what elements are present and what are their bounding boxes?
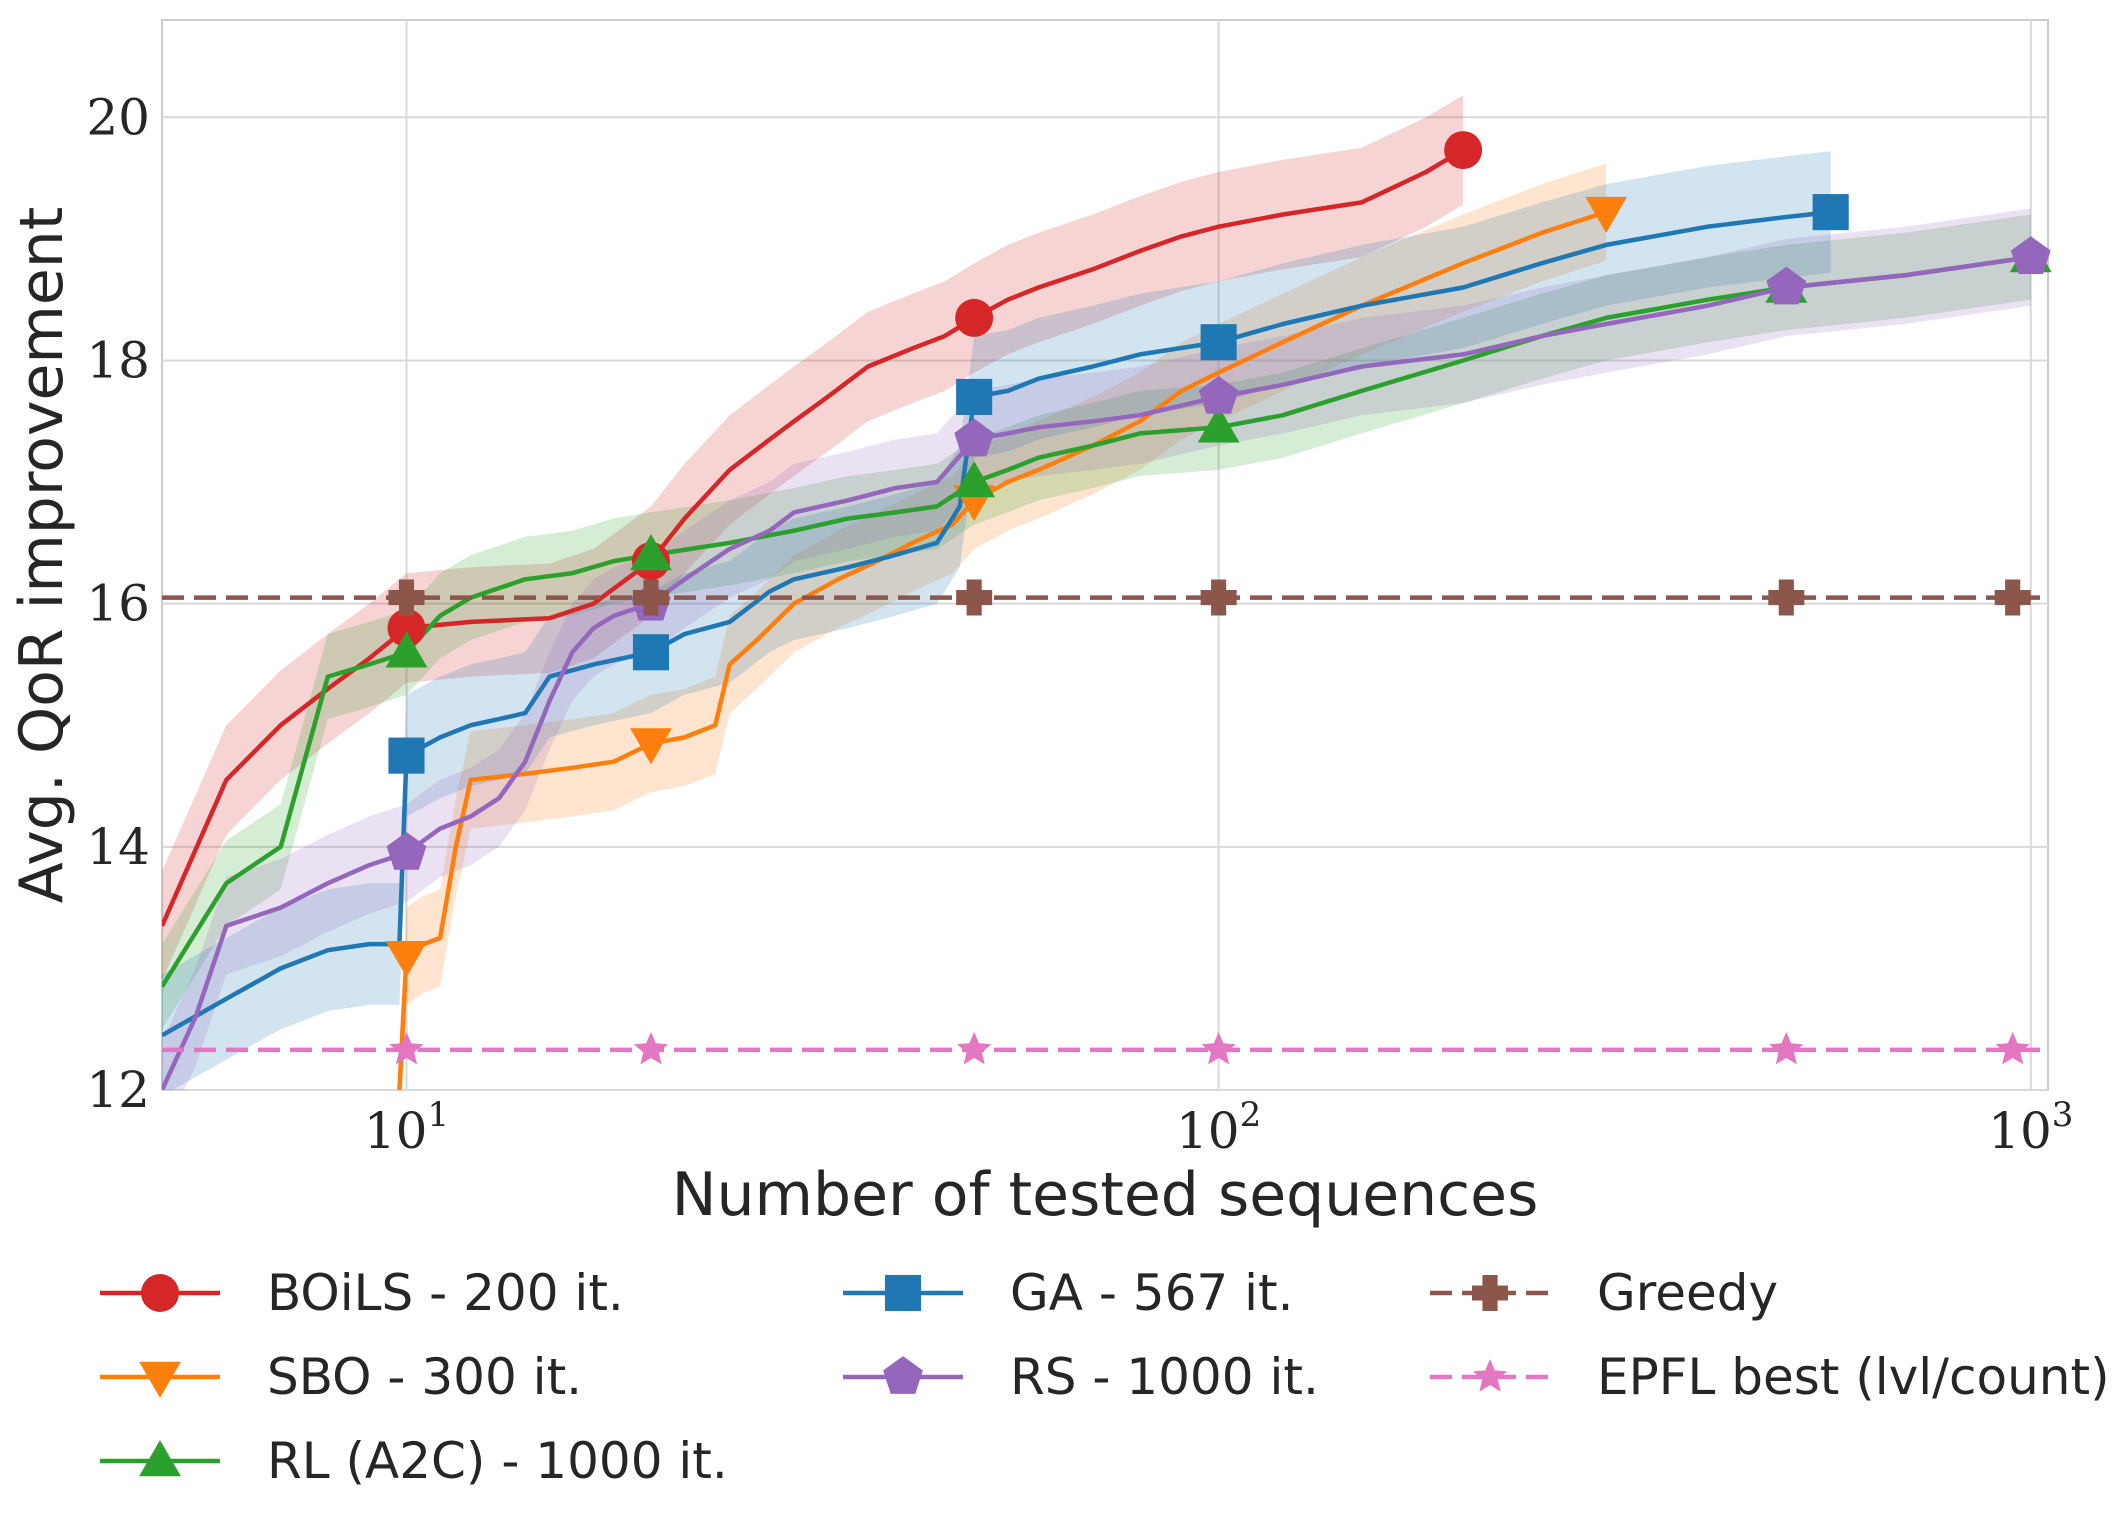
series-3-line bbox=[162, 209, 1831, 1038]
series-lines bbox=[162, 148, 2048, 1090]
legend-marker bbox=[139, 1440, 181, 1477]
series-5-marker-4 bbox=[1768, 579, 1805, 616]
series-0-marker-2 bbox=[955, 298, 994, 337]
series-5-marker-0 bbox=[388, 579, 425, 616]
series-2-band bbox=[162, 214, 2031, 1030]
series-6-marker-5 bbox=[1995, 1031, 2030, 1065]
series-5-marker-5 bbox=[1994, 579, 2031, 616]
legend-marker bbox=[884, 1274, 922, 1312]
legend-label: SBO - 300 it. bbox=[267, 1348, 582, 1406]
legend-entry-5: Greedy bbox=[1430, 1264, 1778, 1322]
series-6-marker-0 bbox=[389, 1031, 424, 1065]
series-6-marker-4 bbox=[1769, 1031, 1804, 1065]
legend-label: RL (A2C) - 1000 it. bbox=[267, 1432, 728, 1490]
series-4-marker-4 bbox=[1766, 266, 1807, 305]
legend-marker bbox=[1472, 1275, 1508, 1311]
series-3-marker-0 bbox=[388, 737, 425, 774]
series-1-line bbox=[397, 209, 1607, 1090]
x-axis-label: Number of tested sequences bbox=[672, 1160, 1539, 1230]
series-6-marker-1 bbox=[633, 1031, 669, 1065]
series-2-marker-1 bbox=[630, 534, 672, 571]
series-5-marker-2 bbox=[956, 579, 993, 616]
legend-label: BOiLS - 200 it. bbox=[267, 1264, 624, 1322]
series-4-band bbox=[162, 208, 2031, 1090]
series-4-marker-2 bbox=[954, 418, 994, 457]
legend-marker bbox=[141, 1274, 179, 1312]
y-tick-label: 14 bbox=[86, 818, 150, 876]
series-1-marker-3 bbox=[1585, 196, 1628, 234]
legend-label: RS - 1000 it. bbox=[1010, 1348, 1319, 1406]
y-tick-label: 18 bbox=[86, 331, 150, 389]
series-5-marker-3 bbox=[1200, 579, 1237, 616]
series-0-marker-3 bbox=[1444, 131, 1483, 170]
series-6-marker-3 bbox=[1201, 1031, 1236, 1065]
legend-marker bbox=[1472, 1359, 1508, 1392]
legend-entry-3: GA - 567 it. bbox=[843, 1264, 1294, 1322]
y-tick-label: 12 bbox=[86, 1061, 150, 1119]
series-0-band bbox=[162, 95, 1464, 981]
series-3-marker-4 bbox=[1812, 194, 1849, 231]
series-3-marker-1 bbox=[632, 634, 670, 671]
legend-entry-4: RS - 1000 it. bbox=[843, 1348, 1319, 1406]
legend-entry-0: BOiLS - 200 it. bbox=[100, 1264, 624, 1322]
series-3-marker-2 bbox=[956, 378, 993, 415]
series-4-marker-5 bbox=[2010, 236, 2051, 274]
legend: BOiLS - 200 it. SBO - 300 it. RL (A2C) - 1… bbox=[100, 1264, 2110, 1490]
legend-label: GA - 567 it. bbox=[1010, 1264, 1294, 1322]
legend-marker bbox=[139, 1361, 181, 1398]
legend-label: EPFL best (lvl/count) bbox=[1597, 1348, 2110, 1406]
legend-entry-2: RL (A2C) - 1000 it. bbox=[100, 1432, 728, 1490]
series-6-marker-2 bbox=[957, 1031, 992, 1065]
y-axis-label: Avg. QoR improvement bbox=[7, 207, 77, 904]
axis-ticks: 12 14 16 18 20 101 102 103 bbox=[86, 88, 2073, 1160]
legend-label: Greedy bbox=[1597, 1264, 1778, 1322]
series-0-marker-0 bbox=[387, 608, 426, 647]
x-tick-label: 101 bbox=[364, 1095, 449, 1160]
series-2-marker-3 bbox=[1197, 406, 1240, 443]
legend-marker bbox=[883, 1356, 923, 1394]
legend-entry-1: SBO - 300 it. bbox=[100, 1348, 582, 1406]
x-tick-label: 103 bbox=[1988, 1095, 2073, 1160]
series-2-marker-2 bbox=[953, 461, 996, 498]
y-tick-label: 20 bbox=[86, 88, 150, 146]
series-4-marker-0 bbox=[386, 832, 427, 870]
x-tick-label: 102 bbox=[1176, 1095, 1261, 1160]
series-3-band bbox=[162, 151, 1831, 1090]
series-markers bbox=[385, 131, 2052, 1065]
series-5-marker-1 bbox=[632, 579, 669, 616]
series-1-marker-0 bbox=[385, 941, 428, 978]
y-tick-label: 16 bbox=[86, 575, 150, 633]
series-3-marker-3 bbox=[1200, 324, 1237, 361]
series-1-marker-1 bbox=[630, 728, 672, 765]
legend-entry-6: EPFL best (lvl/count) bbox=[1430, 1348, 2110, 1406]
series-2-marker-0 bbox=[385, 631, 428, 668]
grid-lines bbox=[162, 20, 2048, 1091]
series-4-marker-3 bbox=[1198, 376, 1239, 414]
plot-area bbox=[161, 19, 2049, 1091]
